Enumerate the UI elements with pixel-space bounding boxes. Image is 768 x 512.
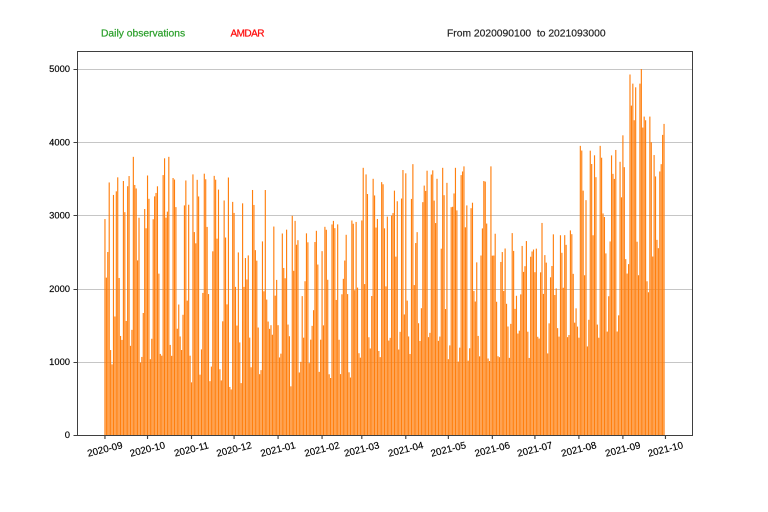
svg-text:AMDAR: AMDAR (231, 29, 265, 40)
svg-text:Daily observations: Daily observations (101, 29, 185, 40)
svg-text:3000: 3000 (49, 210, 70, 221)
svg-text:4000: 4000 (49, 136, 70, 147)
svg-text:From 2020090100 to 2021093000: From 2020090100 to 2021093000 (447, 29, 606, 40)
svg-text:1000: 1000 (49, 356, 70, 367)
svg-text:0: 0 (65, 429, 70, 440)
svg-text:5000: 5000 (49, 63, 70, 74)
svg-text:2000: 2000 (49, 283, 70, 294)
